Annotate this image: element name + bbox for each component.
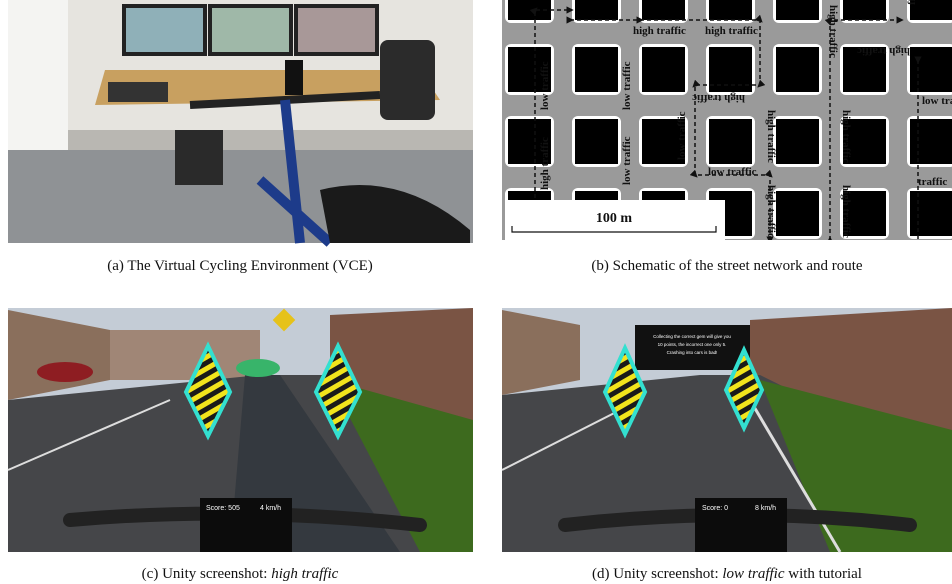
city-blocks-part <box>575 47 618 92</box>
city-blocks-part <box>575 0 618 20</box>
street-label: high traffic <box>765 110 777 163</box>
hud-score: Score: 0 <box>702 505 728 512</box>
street-label: high traffic <box>765 185 777 238</box>
tutorial-text: 10 points, the incorrect one only 5. <box>658 342 727 347</box>
photo-vce-part <box>108 82 168 102</box>
street-label: high traffic <box>857 45 910 57</box>
unity-screenshot-low-traffic-part <box>748 399 842 553</box>
street-label: traffic <box>918 176 947 188</box>
street-label: high traffic <box>539 137 551 190</box>
city-blocks-part <box>709 0 752 20</box>
caption-emphasis: low traffic <box>722 566 784 582</box>
caption: (d) Unity screenshot: low traffic with t… <box>592 566 862 582</box>
city-blocks-part <box>776 0 819 20</box>
photo-vce-part <box>126 8 203 52</box>
street-label: low traffic <box>676 111 688 160</box>
city-blocks-part <box>776 47 819 92</box>
unity-screenshot-high-traffic-part <box>37 362 93 382</box>
street-label: high traffic <box>840 110 852 163</box>
photo-vce-part <box>256 99 334 247</box>
unity-screenshot-high-traffic-part <box>330 380 473 552</box>
photo-vce-part <box>8 0 68 150</box>
street-label: high traffic <box>827 5 839 58</box>
caption-emphasis: high traffic <box>271 566 338 582</box>
unity-screenshot-high-traffic-part <box>272 308 296 332</box>
unity-screenshot-high-traffic-part <box>313 341 363 441</box>
street-label: high traffic <box>692 92 745 104</box>
photo-vce-part <box>175 130 223 185</box>
photo-vce-part <box>285 60 303 95</box>
caption-text: (c) Unity screenshot: <box>142 566 272 582</box>
tutorial-text: Collecting the correct gem will give you <box>653 334 731 339</box>
unity-screenshot-low-traffic-part <box>602 343 648 439</box>
street-schematic: high traffic high traffic low traffic lo… <box>502 0 952 240</box>
hud-speed: 4 km/h <box>260 505 281 512</box>
unity-screenshot-low-traffic-part <box>635 325 750 370</box>
city-blocks-part <box>575 119 618 164</box>
street-label: high traffic <box>633 25 686 37</box>
unity-screenshot-high-traffic-part <box>200 498 292 552</box>
city-blocks-part <box>642 0 685 20</box>
hud-score: Score: 505 <box>206 505 240 512</box>
city-blocks-part <box>709 119 752 164</box>
street-label: low traffic <box>621 136 633 185</box>
unity-screenshot-high-traffic-part <box>7 399 171 471</box>
street-label: ffic <box>906 0 918 5</box>
caption-text: (d) Unity screenshot: <box>592 566 722 582</box>
street-label: low traffic <box>708 166 757 178</box>
street-schematic-part <box>511 226 717 233</box>
unity-screenshot-high-traffic-part <box>110 330 260 380</box>
city-blocks-part <box>776 119 819 164</box>
unity-screenshot-high-traffic: Score: 505 4 km/h <box>7 308 473 552</box>
unity-screenshot-high-traffic-part <box>183 341 233 441</box>
unity-screenshot-low-traffic-part <box>723 345 765 433</box>
street-label: high traffic <box>840 185 852 238</box>
street-label: high traffic <box>705 25 758 37</box>
city-blocks-part <box>910 191 952 236</box>
photo-vce-part <box>380 40 435 120</box>
hud-speed: 8 km/h <box>755 505 776 512</box>
city-blocks-part <box>910 119 952 164</box>
street-label: low traffic <box>922 95 952 107</box>
city-blocks-part <box>910 47 952 92</box>
street-label: low traffic <box>621 61 633 110</box>
unity-screenshot-high-traffic-part <box>236 359 280 377</box>
unity-screenshot-low-traffic-part <box>502 310 580 395</box>
city-blocks-part <box>776 191 819 236</box>
city-blocks-part <box>843 0 886 20</box>
street-label: low traffic <box>539 61 551 110</box>
photo-vce <box>8 0 473 247</box>
street-schematic-part <box>535 10 918 240</box>
caption: (a) The Virtual Cycling Environment (VCE… <box>107 258 373 274</box>
tutorial-text: Crashing into cars is bad! <box>667 350 718 355</box>
unity-screenshot-low-traffic-part <box>760 380 952 552</box>
unity-screenshot-low-traffic-part <box>695 498 787 552</box>
unity-screenshot-low-traffic: Collecting the correct gem will give you… <box>501 308 952 553</box>
caption: (c) Unity screenshot: high traffic <box>142 566 339 582</box>
street-schematic-part <box>505 200 725 240</box>
caption-text: with tutorial <box>784 566 862 582</box>
caption: (b) Schematic of the street network and … <box>591 258 862 274</box>
photo-vce-part <box>212 8 289 52</box>
scale-bar-label: 100 m <box>596 211 633 226</box>
photo-vce-part <box>298 8 375 52</box>
city-blocks-part <box>642 47 685 92</box>
photo-vce-part <box>320 185 470 243</box>
